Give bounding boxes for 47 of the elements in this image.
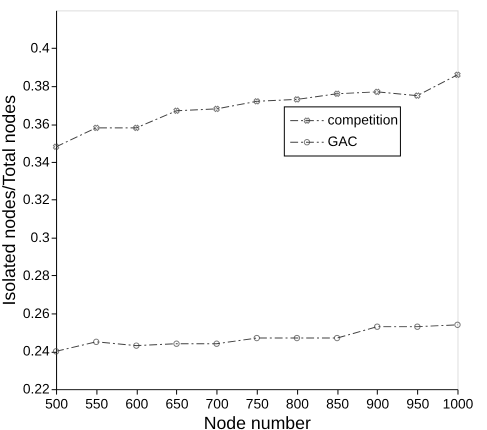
- point: [374, 324, 380, 330]
- point: [334, 90, 340, 97]
- point: [213, 106, 220, 112]
- x-tick-label: 900: [366, 396, 390, 412]
- legend-label: competition: [328, 112, 398, 128]
- x-tick-label: 550: [85, 396, 109, 412]
- x-tick-label: 1000: [442, 396, 474, 412]
- point: [213, 340, 220, 347]
- point: [93, 338, 100, 346]
- y-tick-label: 0.32: [22, 192, 50, 208]
- x-axis-title: Node number: [204, 413, 311, 430]
- point: [294, 334, 300, 342]
- point: [454, 72, 461, 78]
- y-tick-label: 0.3: [30, 230, 50, 246]
- point: [374, 88, 380, 96]
- y-tick-label: 0.24: [22, 344, 50, 359]
- point: [454, 322, 461, 328]
- y-tick-label: 0.36: [22, 116, 50, 132]
- y-axis-title: Isolated nodes/Total nodes: [0, 94, 20, 306]
- x-tick-label: 500: [45, 396, 68, 412]
- y-tick-label: 0.4: [30, 40, 50, 56]
- legend-label: GAC: [328, 134, 358, 150]
- x-tick-label: 950: [406, 396, 430, 412]
- x-tick-label: 600: [125, 396, 149, 412]
- y-tick-label: 0.22: [22, 382, 50, 397]
- y-tick-label: 0.28: [22, 268, 50, 283]
- x-tick-label: 800: [286, 396, 310, 412]
- point: [173, 108, 180, 114]
- point: [133, 342, 140, 349]
- x-tick-label: 700: [206, 396, 229, 412]
- point: [254, 98, 260, 104]
- y-tick-label: 0.26: [22, 306, 50, 321]
- point: [52, 348, 60, 354]
- x-tick-label: 650: [166, 396, 189, 412]
- point: [414, 324, 421, 330]
- point: [133, 124, 140, 131]
- point: [414, 92, 421, 99]
- x-tick-label: 750: [246, 396, 270, 412]
- point: [334, 334, 340, 342]
- point: [93, 124, 100, 131]
- point: [294, 96, 300, 103]
- y-tick-label: 0.38: [22, 78, 50, 94]
- y-tick-label: 0.34: [22, 154, 50, 170]
- point: [52, 144, 60, 150]
- x-tick-label: 850: [326, 396, 350, 412]
- point: [254, 334, 260, 342]
- point: [173, 340, 180, 347]
